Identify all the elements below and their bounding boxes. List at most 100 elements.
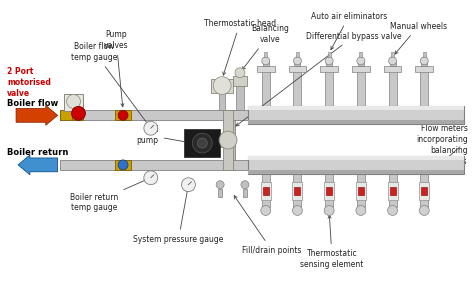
Text: Boiler flow: Boiler flow — [7, 99, 58, 108]
Circle shape — [213, 77, 231, 95]
FancyArrow shape — [18, 155, 58, 175]
Bar — [115, 160, 131, 170]
Bar — [263, 61, 269, 66]
Circle shape — [419, 205, 429, 215]
Circle shape — [182, 178, 195, 191]
Bar — [390, 187, 395, 195]
Bar — [293, 69, 301, 106]
Bar — [225, 115, 235, 165]
Text: Thermostatic head: Thermostatic head — [204, 19, 276, 75]
Bar — [248, 156, 464, 160]
Bar — [211, 79, 233, 92]
Text: Manual wheels: Manual wheels — [390, 22, 447, 54]
Bar — [391, 52, 394, 57]
Bar — [293, 174, 301, 208]
Bar — [326, 187, 332, 195]
Bar — [219, 92, 225, 110]
Circle shape — [325, 57, 333, 65]
Text: Boiler return: Boiler return — [7, 148, 69, 158]
Circle shape — [292, 205, 302, 215]
Bar — [257, 66, 274, 72]
Bar — [324, 182, 334, 200]
Bar — [289, 66, 306, 72]
Bar — [296, 52, 299, 57]
FancyArrow shape — [16, 105, 58, 125]
Bar — [218, 189, 222, 197]
Bar — [423, 52, 426, 57]
Circle shape — [118, 110, 128, 120]
Circle shape — [324, 205, 334, 215]
Circle shape — [144, 171, 158, 185]
Bar — [325, 69, 333, 106]
Bar — [320, 66, 338, 72]
Circle shape — [192, 133, 212, 153]
Circle shape — [72, 106, 85, 120]
Text: UFH
pump: UFH pump — [137, 125, 189, 145]
Bar — [390, 61, 395, 66]
Bar — [357, 69, 365, 106]
Bar — [60, 110, 235, 120]
Text: Balancing
valve: Balancing valve — [242, 24, 289, 70]
Circle shape — [388, 205, 398, 215]
Bar — [262, 174, 270, 208]
Bar — [356, 182, 366, 200]
Bar — [388, 182, 398, 200]
Bar — [115, 110, 131, 120]
Bar — [225, 110, 253, 120]
Circle shape — [389, 57, 397, 65]
Bar — [294, 187, 301, 195]
Bar — [243, 189, 247, 197]
Bar — [389, 69, 397, 106]
Text: Boiler return
temp gauge: Boiler return temp gauge — [70, 179, 147, 212]
Bar — [264, 52, 267, 57]
Bar — [292, 182, 302, 200]
Circle shape — [66, 95, 81, 108]
Bar — [326, 61, 332, 66]
Circle shape — [357, 57, 365, 65]
Bar — [225, 160, 253, 170]
Text: Thermostatic
sensing element: Thermostatic sensing element — [301, 215, 364, 269]
Bar — [263, 187, 269, 195]
Bar — [358, 61, 364, 66]
Bar — [421, 187, 427, 195]
Circle shape — [293, 57, 301, 65]
Bar — [383, 66, 401, 72]
Bar — [420, 174, 428, 208]
Circle shape — [118, 160, 128, 170]
Circle shape — [420, 57, 428, 65]
Circle shape — [219, 131, 237, 149]
Circle shape — [241, 181, 249, 189]
Bar — [357, 174, 365, 208]
Bar — [72, 110, 83, 120]
Circle shape — [197, 138, 207, 148]
Bar — [328, 52, 331, 57]
Bar — [212, 139, 230, 147]
Bar — [325, 174, 333, 208]
Bar — [262, 69, 270, 106]
Bar — [419, 182, 429, 200]
Text: Boiler flow
temp gauge: Boiler flow temp gauge — [71, 42, 148, 125]
Bar — [420, 69, 428, 106]
Bar — [358, 187, 364, 195]
Bar — [261, 182, 271, 200]
Bar — [60, 160, 235, 170]
Bar — [64, 94, 83, 112]
Bar — [248, 170, 464, 174]
Bar — [294, 61, 301, 66]
Circle shape — [261, 205, 271, 215]
Bar — [248, 106, 464, 124]
Text: Flow meters
incorporating
balancing
valves: Flow meters incorporating balancing valv… — [416, 124, 468, 166]
Text: 2 Port
motorised
valve: 2 Port motorised valve — [7, 67, 51, 98]
Bar — [352, 66, 370, 72]
Text: Fill/drain points: Fill/drain points — [234, 196, 301, 255]
Circle shape — [235, 68, 245, 78]
Text: Differential bypass valve: Differential bypass valve — [236, 32, 402, 126]
Circle shape — [262, 57, 270, 65]
Circle shape — [144, 121, 158, 135]
Bar — [223, 110, 233, 170]
Bar — [248, 120, 464, 124]
Bar — [248, 106, 464, 110]
Bar — [248, 156, 464, 174]
Bar — [184, 129, 220, 157]
Bar — [60, 110, 72, 120]
